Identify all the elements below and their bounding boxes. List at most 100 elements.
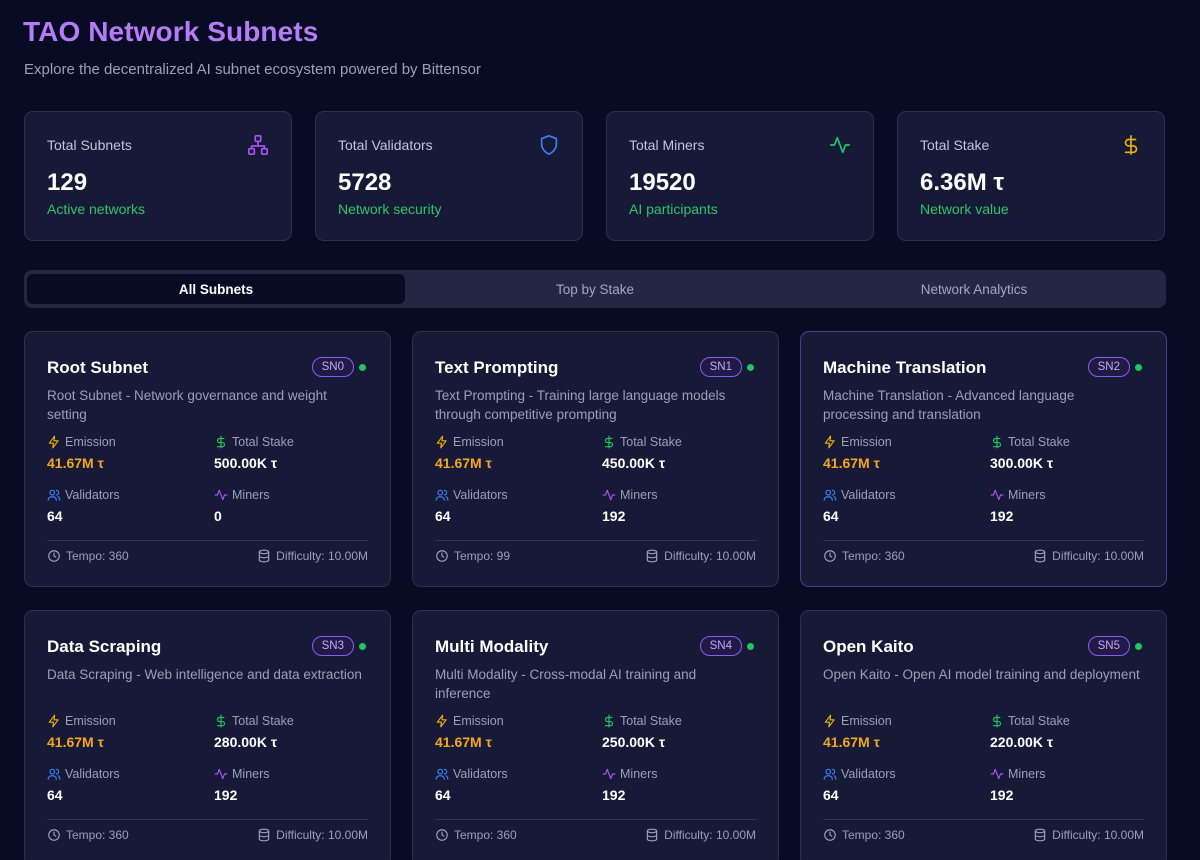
stat-value: 6.36M τ xyxy=(920,169,1005,196)
metric-label: Miners xyxy=(232,488,270,502)
stat-sub: AI participants xyxy=(629,201,718,217)
metric-value: 250.00K τ xyxy=(602,734,666,750)
metric-stake: Total Stake 220.00K τ xyxy=(990,713,1070,750)
metric-emission: Emission 41.67M τ xyxy=(823,713,892,750)
status-dot xyxy=(1135,643,1142,650)
stat-label: Total Subnets xyxy=(47,137,132,153)
subnet-card[interactable]: Open Kaito SN5 Open Kaito - Open AI mode… xyxy=(800,610,1167,860)
users-icon xyxy=(47,768,61,780)
tab-network-analytics[interactable]: Network Analytics xyxy=(920,281,1028,297)
users-icon xyxy=(435,768,449,780)
database-icon xyxy=(646,549,658,563)
tab-all-subnets[interactable]: All Subnets xyxy=(27,274,405,304)
metric-validators: Validators 64 xyxy=(435,766,508,803)
metric-value: 64 xyxy=(47,508,63,524)
metric-miners: Miners 192 xyxy=(990,766,1046,803)
metric-label: Miners xyxy=(232,767,270,781)
metric-value: 41.67M τ xyxy=(435,734,492,750)
subnet-description: Root Subnet - Network governance and wei… xyxy=(47,388,327,422)
subnet-id-badge: SN1 xyxy=(699,357,742,377)
difficulty-text: Difficulty: 10.00M xyxy=(276,828,368,842)
dollar-icon xyxy=(604,435,614,449)
difficulty: Difficulty: 10.00M xyxy=(257,549,368,563)
metric-emission: Emission 41.67M τ xyxy=(47,434,116,471)
metric-label: Validators xyxy=(841,767,896,781)
tempo-text: Tempo: 360 xyxy=(842,828,905,842)
difficulty: Difficulty: 10.00M xyxy=(645,549,756,563)
metric-value: 64 xyxy=(47,787,63,803)
metric-validators: Validators 64 xyxy=(47,766,120,803)
metric-label: Validators xyxy=(841,488,896,502)
metric-label: Total Stake xyxy=(1008,435,1070,449)
subnet-name: Open Kaito xyxy=(823,637,914,656)
stat-value: 129 xyxy=(47,169,88,196)
metric-value: 300.00K τ xyxy=(990,455,1054,471)
metric-emission: Emission 41.67M τ xyxy=(47,713,116,750)
database-icon xyxy=(258,549,270,563)
divider xyxy=(435,819,756,820)
lightning-icon xyxy=(48,714,59,728)
difficulty: Difficulty: 10.00M xyxy=(1033,549,1144,563)
difficulty-text: Difficulty: 10.00M xyxy=(664,549,756,563)
metric-label: Validators xyxy=(453,488,508,502)
metric-value: 64 xyxy=(823,508,839,524)
metric-value: 41.67M τ xyxy=(823,734,880,750)
metric-label: Total Stake xyxy=(1008,714,1070,728)
users-icon xyxy=(823,489,837,501)
dollar-icon xyxy=(604,714,614,728)
metric-label: Emission xyxy=(65,714,116,728)
tab-bar: All Subnets Top by Stake Network Analyti… xyxy=(24,270,1166,308)
metric-value: 41.67M τ xyxy=(823,455,880,471)
metric-label: Validators xyxy=(65,488,120,502)
activity-icon xyxy=(990,489,1004,501)
stat-sub: Active networks xyxy=(47,201,146,217)
subnet-id-badge: SN0 xyxy=(311,357,354,377)
metric-value: 192 xyxy=(990,787,1014,803)
subnet-card[interactable]: Text Prompting SN1 Text Prompting - Trai… xyxy=(412,331,779,587)
metric-validators: Validators 64 xyxy=(435,487,508,524)
tempo: Tempo: 360 xyxy=(435,828,517,842)
subnet-description: Text Prompting - Training large language… xyxy=(435,388,726,422)
subnet-card[interactable]: Machine Translation SN2 Machine Translat… xyxy=(800,331,1167,587)
divider xyxy=(47,540,368,541)
activity-icon xyxy=(214,768,228,780)
metric-label: Total Stake xyxy=(232,435,294,449)
activity-icon xyxy=(830,136,850,154)
status-dot xyxy=(359,643,366,650)
metric-value: 280.00K τ xyxy=(214,734,278,750)
stat-value: 5728 xyxy=(338,169,392,196)
metric-value: 64 xyxy=(435,787,451,803)
tempo: Tempo: 360 xyxy=(823,549,905,563)
lightning-icon xyxy=(824,714,835,728)
metric-value: 192 xyxy=(990,508,1014,524)
stat-label: Total Miners xyxy=(629,137,705,153)
stat-sub: Network security xyxy=(338,201,442,217)
difficulty-text: Difficulty: 10.00M xyxy=(664,828,756,842)
subnet-card[interactable]: Multi Modality SN4 Multi Modality - Cros… xyxy=(412,610,779,860)
stat-sub: Network value xyxy=(920,201,1009,217)
activity-icon xyxy=(602,768,616,780)
subnet-card[interactable]: Data Scraping SN3 Data Scraping - Web in… xyxy=(24,610,391,860)
metric-label: Validators xyxy=(453,767,508,781)
page-title: TAO Network Subnets xyxy=(23,16,319,47)
clock-icon xyxy=(48,550,60,562)
metric-stake: Total Stake 300.00K τ xyxy=(990,434,1070,471)
metric-value: 64 xyxy=(823,787,839,803)
metric-label: Emission xyxy=(65,435,116,449)
subnet-description: Data Scraping - Web intelligence and dat… xyxy=(47,667,362,682)
tab-top-by-stake[interactable]: Top by Stake xyxy=(555,281,635,297)
divider xyxy=(47,819,368,820)
stat-label: Total Stake xyxy=(920,137,990,153)
lightning-icon xyxy=(436,435,447,449)
subnet-name: Text Prompting xyxy=(435,358,559,377)
dollar-icon xyxy=(216,714,226,728)
status-dot xyxy=(747,364,754,371)
subnet-card[interactable]: Root Subnet SN0 Root Subnet - Network go… xyxy=(24,331,391,587)
activity-icon xyxy=(990,768,1004,780)
difficulty-text: Difficulty: 10.00M xyxy=(1052,828,1144,842)
metric-value: 0 xyxy=(214,508,222,524)
activity-icon xyxy=(602,489,616,501)
stat-card-miners: Total Miners 19520 AI participants xyxy=(606,111,874,241)
lightning-icon xyxy=(48,435,59,449)
metric-label: Emission xyxy=(841,714,892,728)
